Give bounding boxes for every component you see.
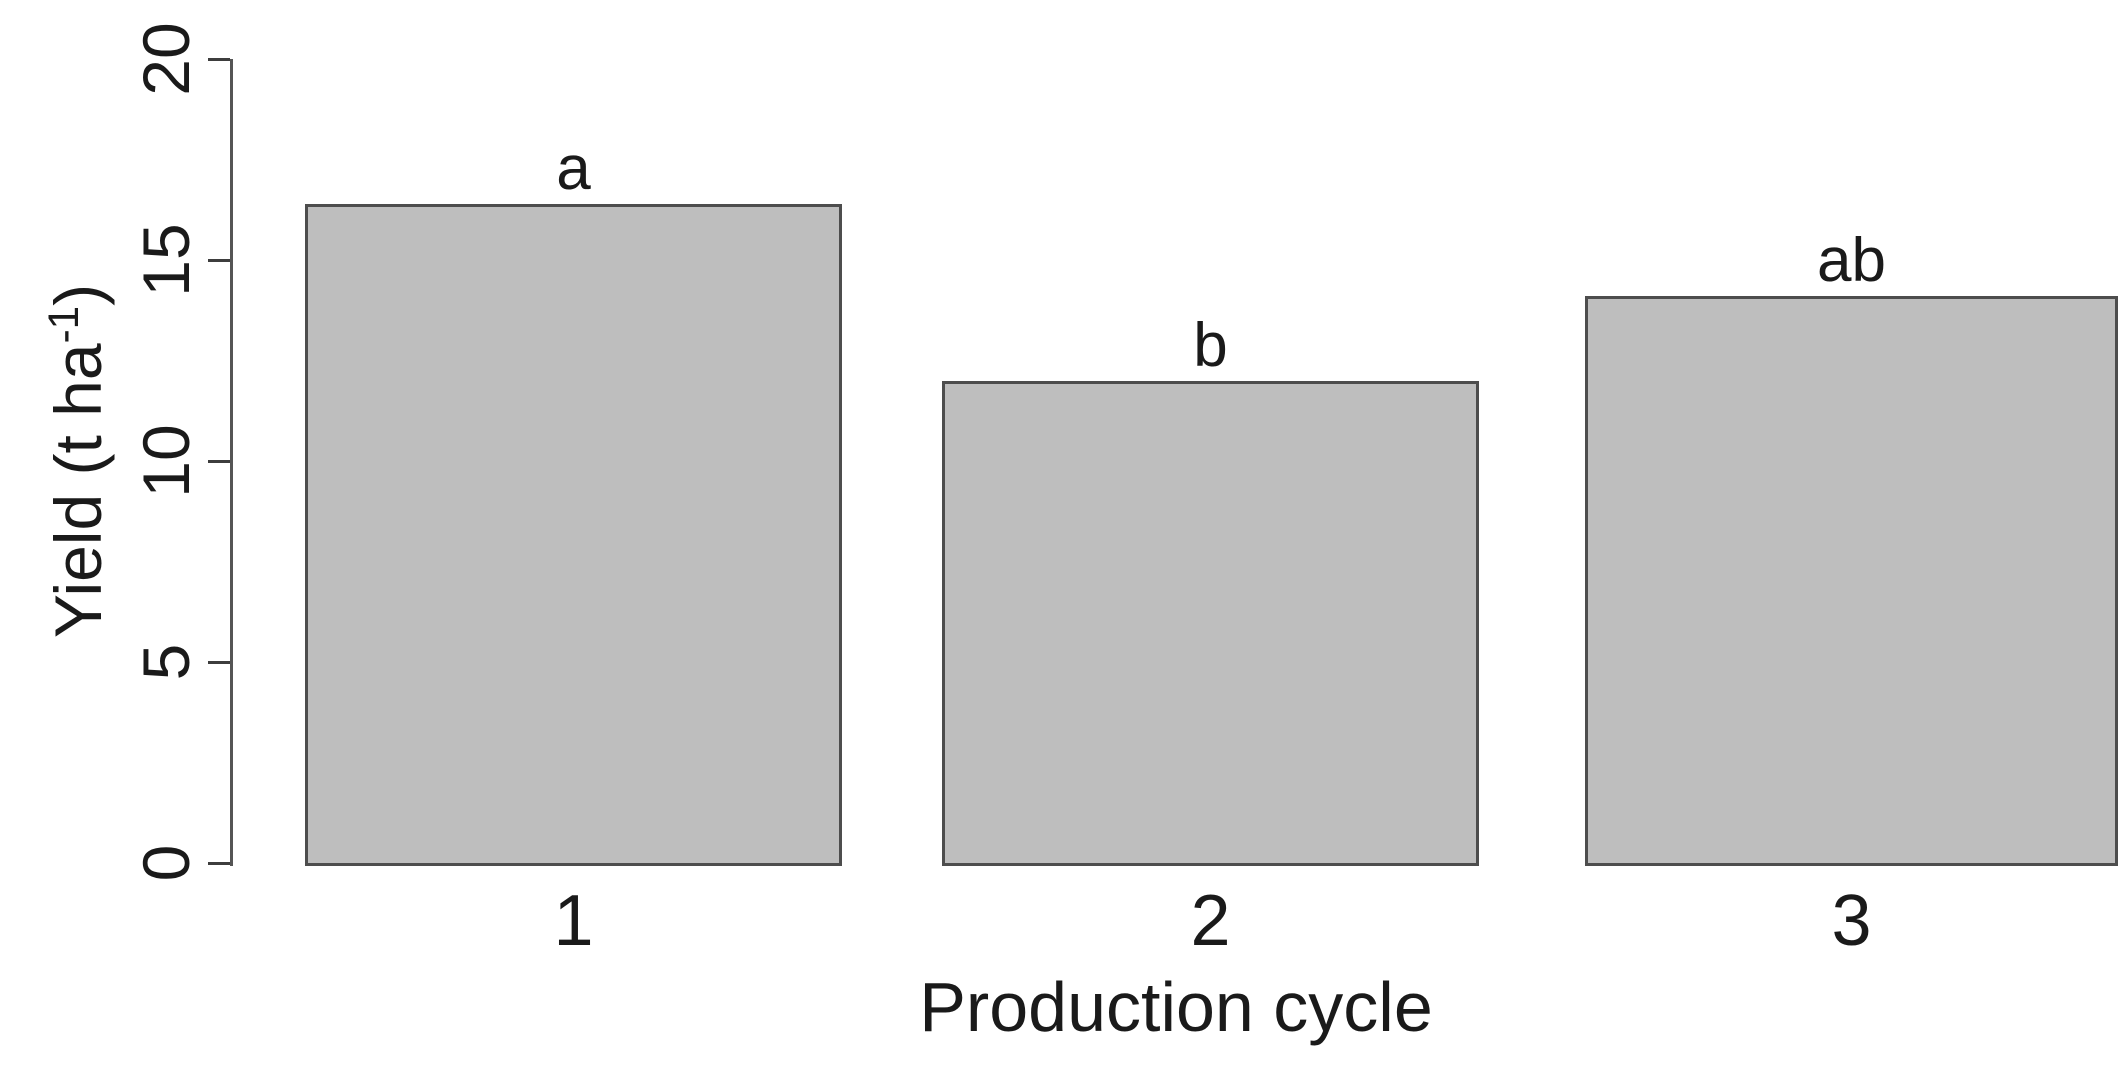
x-axis-category-label-1: 1 [553,881,594,961]
x-axis-category-label-2: 2 [1190,881,1231,961]
significance-letter-a: a [556,133,591,203]
y-axis-title-superscript: -1 [39,305,87,344]
y-axis-title-base: Yield (t ha [41,343,115,639]
y-axis-tick [208,661,230,664]
bar-cycle-1 [305,203,842,866]
y-axis-tick-label: 15 [129,223,203,297]
x-axis-category-label-3: 3 [1831,881,1872,961]
y-axis-tick [208,862,230,865]
y-axis-tick-label: 0 [129,844,203,882]
y-axis-tick-label: 5 [129,643,203,681]
y-axis-tick-label: 10 [129,424,203,498]
y-axis-tick-label: 20 [129,22,203,96]
x-axis-title: Production cycle [919,968,1433,1046]
bar-cycle-3 [1585,296,2118,866]
y-axis-title: Yield (t ha-1) [40,284,115,638]
y-axis-tick [208,259,230,262]
y-axis-tick [208,58,230,61]
bar-cycle-2 [942,380,1479,866]
significance-letter-ab: ab [1817,226,1886,296]
y-axis-line [230,59,233,866]
y-axis-tick [208,460,230,463]
y-axis-title-close: ) [41,283,115,306]
significance-letter-b: b [1193,310,1228,380]
